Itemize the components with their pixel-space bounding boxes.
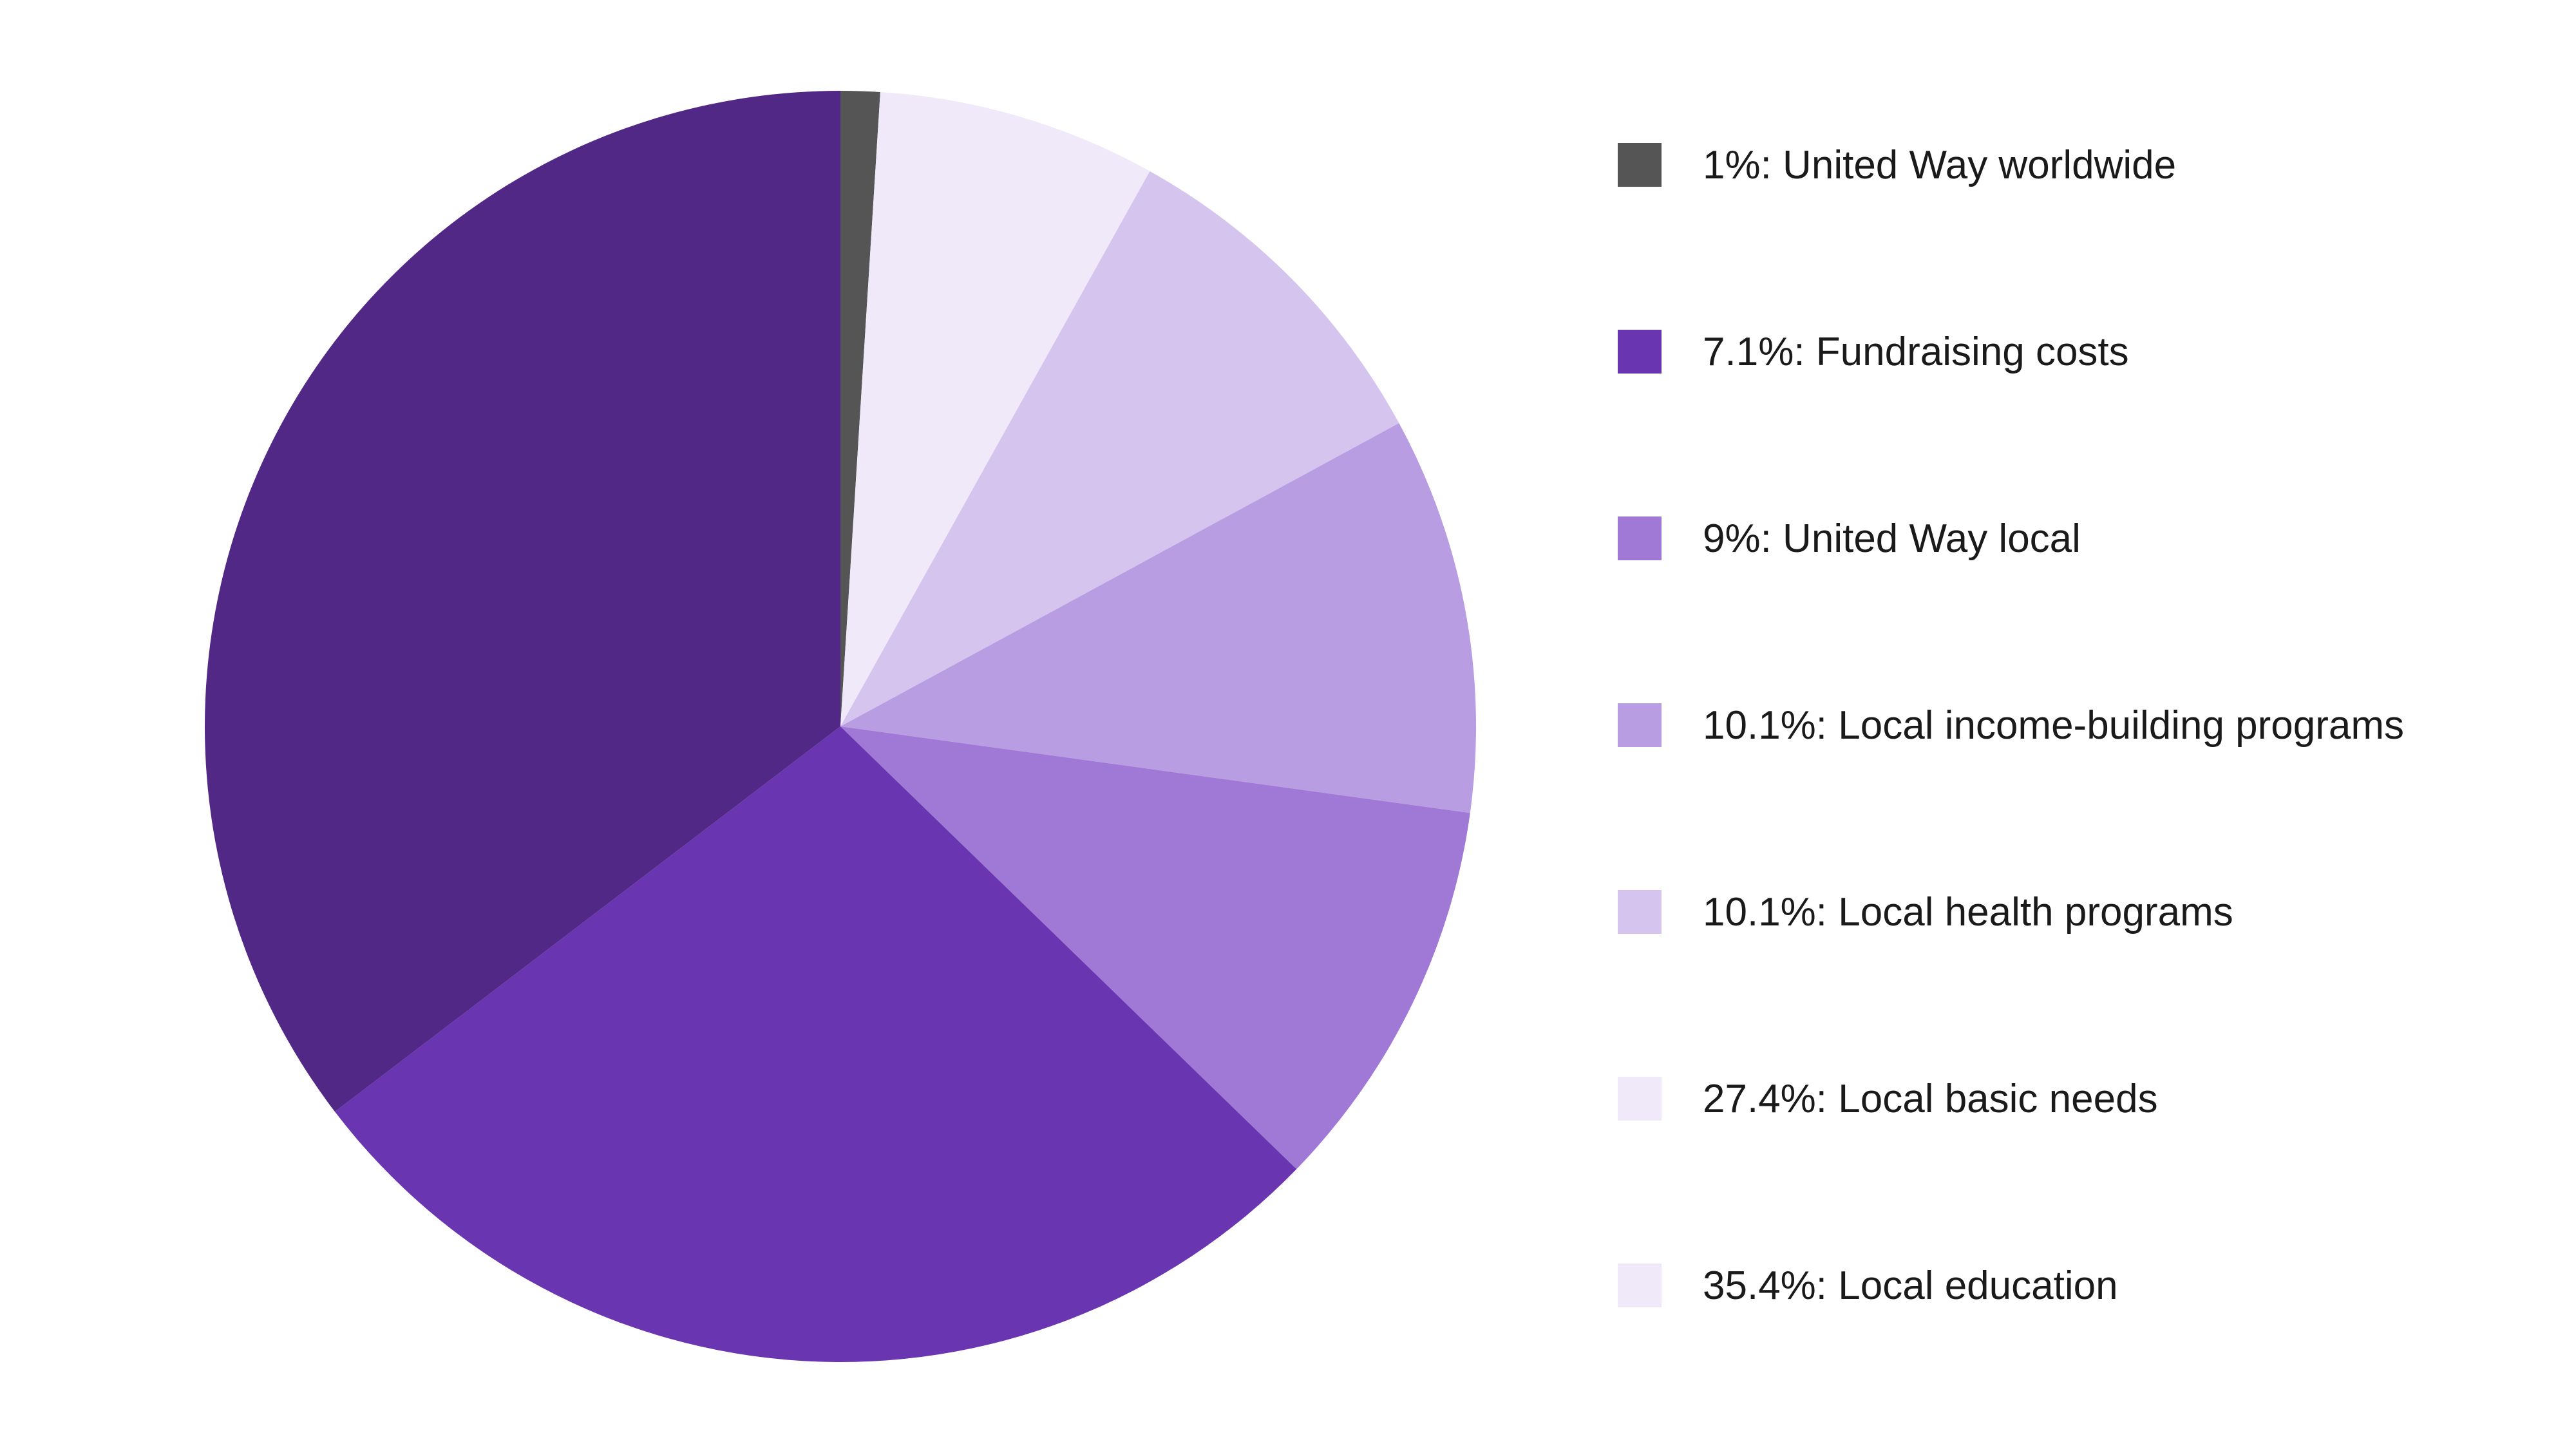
legend-label: 9%: United Way local — [1703, 516, 2081, 561]
legend-swatch — [1618, 143, 1662, 187]
pie-slice — [205, 91, 840, 1112]
legend-label: 35.4%: Local education — [1703, 1264, 2118, 1308]
legend-label: 10.1%: Local health programs — [1703, 890, 2233, 934]
legend-label: 10.1%: Local income-building programs — [1703, 703, 2404, 748]
pie-slice — [840, 726, 1470, 1170]
legend-swatch — [1618, 516, 1662, 560]
legend-swatch — [1618, 703, 1662, 747]
pie-slice — [335, 726, 1297, 1362]
pie-slice — [840, 91, 880, 726]
pie-slice — [840, 91, 1150, 726]
legend-swatch — [1618, 890, 1662, 934]
pie-slices — [205, 91, 1477, 1362]
legend-swatch — [1618, 1264, 1662, 1307]
legend-swatch — [1618, 1077, 1662, 1121]
legend-swatch — [1618, 330, 1662, 374]
legend-label: 7.1%: Fundraising costs — [1703, 330, 2129, 374]
legend: 1%: United Way worldwide 7.1%: Fundraisin… — [1618, 143, 2404, 1308]
pie-slice — [840, 171, 1399, 727]
pie-slice — [840, 423, 1477, 813]
legend-label: 27.4%: Local basic needs — [1703, 1077, 2158, 1121]
legend-label: 1%: United Way worldwide — [1703, 143, 2176, 187]
